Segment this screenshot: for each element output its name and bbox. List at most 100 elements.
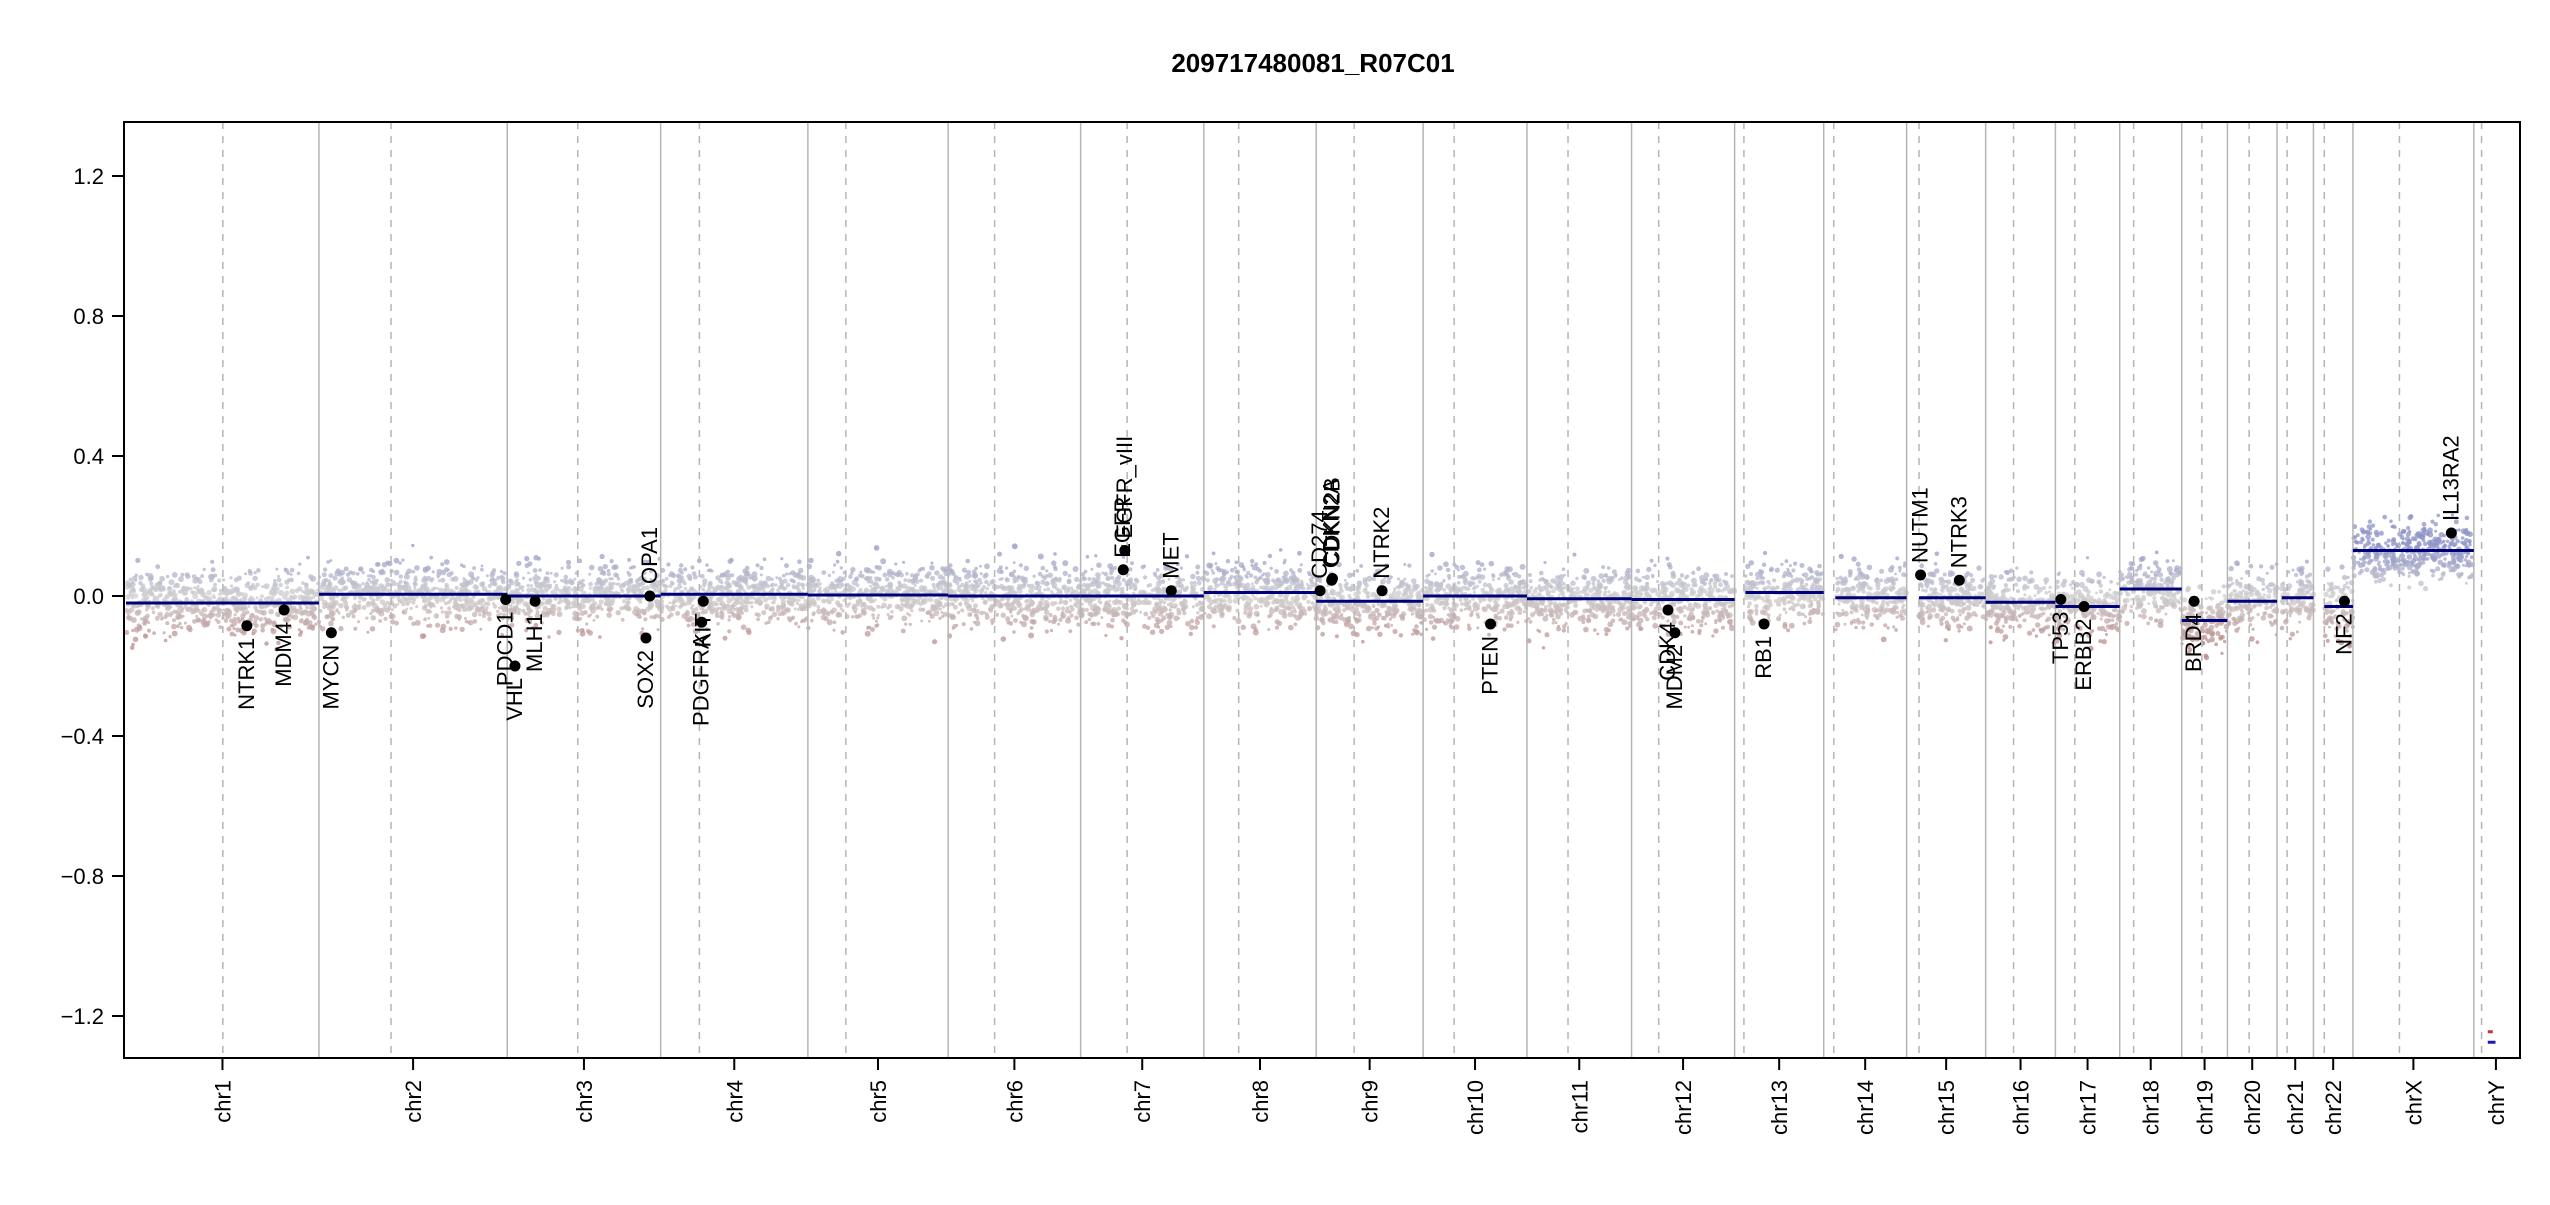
probe-point [877,578,882,582]
probe-point [441,595,446,600]
probe-point [641,627,645,631]
probe-point [736,576,743,583]
probe-point [1114,576,1121,582]
probe-point [157,586,162,591]
probe-point [1121,618,1126,623]
probe-point [1368,614,1373,620]
probe-point [378,607,384,614]
probe-point [231,620,238,627]
probe-point [291,605,297,612]
probe-point [145,613,150,618]
probe-point [172,589,176,593]
probe-point [1071,588,1076,594]
probe-point [1683,625,1687,629]
probe-point [738,606,744,612]
probe-point [1425,602,1430,607]
probe-point [573,577,577,581]
probe-point [1190,573,1196,580]
probe-point [848,574,853,579]
probe-point [1189,624,1195,631]
probe-point [415,605,419,609]
probe-point [526,611,531,616]
probe-point [1396,577,1401,581]
probe-point [1287,624,1294,631]
probe-point [1357,613,1362,618]
probe-point [1527,573,1532,577]
probe-point [1475,584,1479,588]
probe-point [1045,569,1049,573]
probe-point [1009,610,1013,614]
probe-point [1104,589,1108,593]
probe-point [815,595,821,601]
probe-point [949,568,954,574]
probe-point [969,613,973,617]
probe-point [833,563,837,567]
probe-point [735,581,742,588]
probe-point [983,591,988,595]
probe-point [749,584,755,589]
probe-point [180,572,185,577]
probe-point [1472,602,1478,609]
probe-point [346,577,353,583]
probe-point [217,578,222,583]
probe-point [1169,604,1174,609]
probe-point [1000,577,1004,581]
probe-point [1239,595,1243,600]
probe-point [1085,554,1090,559]
probe-point [1205,578,1210,583]
probe-point [1014,591,1018,595]
probe-point [1443,597,1448,602]
probe-point [1403,594,1410,600]
probe-point [423,617,427,622]
probe-point [1247,610,1253,616]
probe-point [390,578,393,582]
probe-point [454,626,458,630]
probe-point [1508,579,1514,585]
probe-point [184,596,189,602]
probe-point [649,578,653,582]
probe-point [1635,568,1641,574]
probe-point [1516,620,1520,625]
probe-point [174,583,181,589]
probe-point [1014,577,1020,583]
probe-point [872,616,876,620]
probe-point [211,594,216,598]
probe-point [1364,583,1369,588]
probe-point [334,570,340,576]
probe-point [1547,607,1554,614]
probe-point [1447,576,1452,581]
probe-point [1128,577,1134,582]
probe-point [482,608,489,615]
probe-point [666,562,671,567]
probe-point [1000,612,1006,618]
probe-point [558,588,564,594]
probe-point [264,622,268,626]
probe-point [1140,600,1146,605]
probe-point [1066,580,1071,585]
probe-point [171,572,178,578]
probe-point [752,596,757,601]
probe-point [921,599,927,605]
probe-point [468,571,475,578]
probe-point [871,581,877,587]
probe-point [1382,615,1387,621]
probe-point [1106,577,1110,581]
probe-point [984,612,989,617]
probe-point [586,596,592,602]
probe-point [1234,579,1240,585]
probe-point [1593,628,1597,632]
probe-point [742,575,748,581]
probe-point [548,583,553,588]
probe-point [1503,615,1509,620]
probe-point [540,602,543,605]
probe-point [245,610,250,615]
probe-point [1528,579,1533,584]
probe-point [353,626,358,631]
probe-point [193,586,197,590]
probe-point [932,639,938,645]
probe-point [955,623,959,627]
probe-point [183,621,187,625]
probe-point [136,609,142,615]
probe-point [1488,560,1495,567]
probe-point [542,605,548,611]
